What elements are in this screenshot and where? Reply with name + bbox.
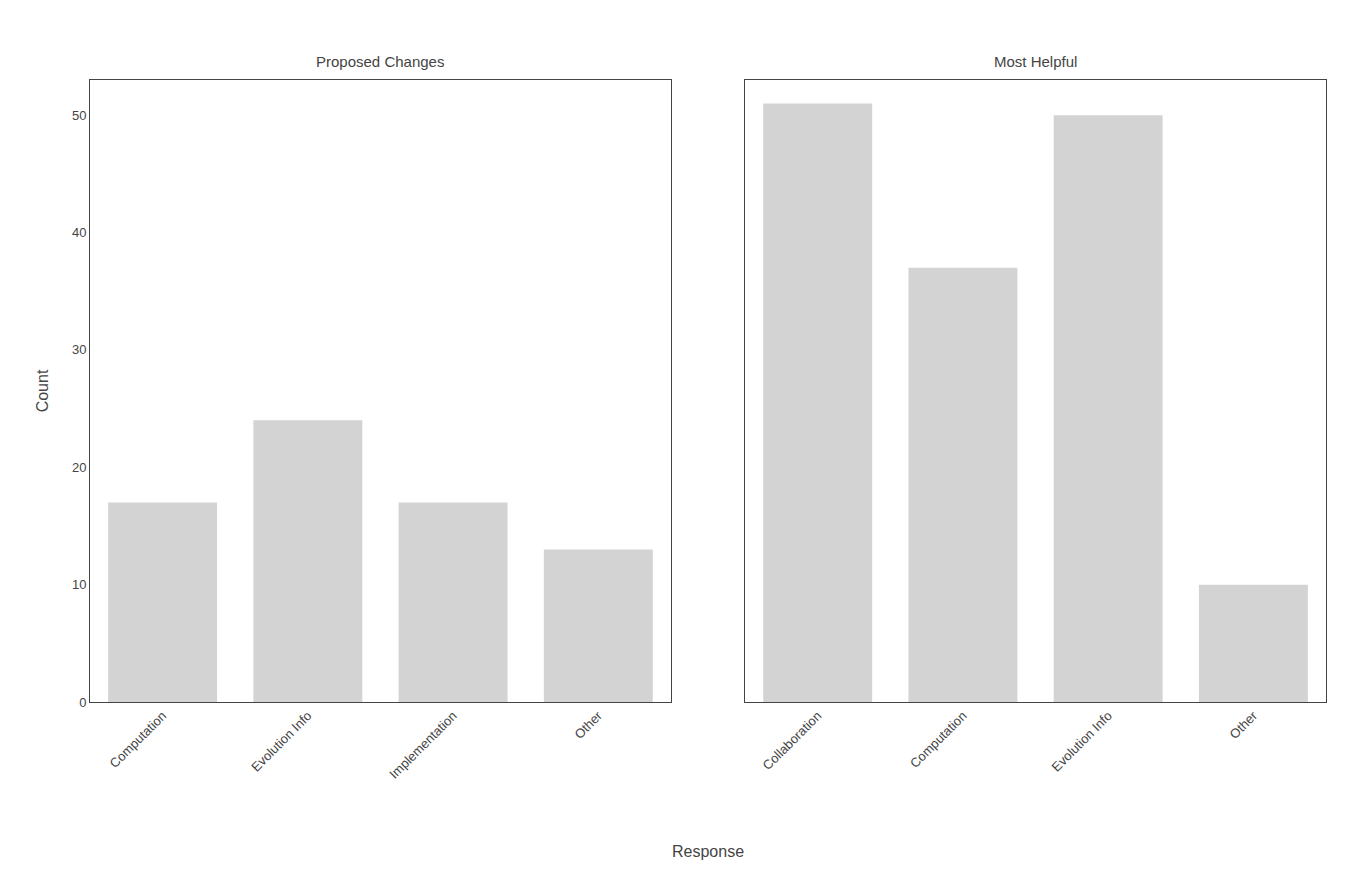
svg-text:50: 50 [72,108,86,123]
svg-text:Evolution Info: Evolution Info [1049,708,1115,774]
svg-text:0: 0 [79,695,86,710]
svg-text:10: 10 [72,577,86,592]
svg-text:20: 20 [72,460,86,475]
svg-text:Proposed Changes: Proposed Changes [316,53,444,70]
svg-text:30: 30 [72,342,86,357]
svg-text:Computation: Computation [907,708,970,771]
svg-text:40: 40 [72,225,86,240]
svg-text:Most Helpful: Most Helpful [994,53,1077,70]
svg-text:Collaboration: Collaboration [760,708,825,773]
svg-text:Implementation: Implementation [386,708,459,781]
svg-text:Other: Other [1226,708,1260,742]
svg-text:Evolution Info: Evolution Info [248,708,314,774]
svg-text:Other: Other [571,708,605,742]
svg-text:Count: Count [34,369,51,412]
svg-text:Response: Response [672,843,744,860]
svg-text:Computation: Computation [107,708,170,771]
